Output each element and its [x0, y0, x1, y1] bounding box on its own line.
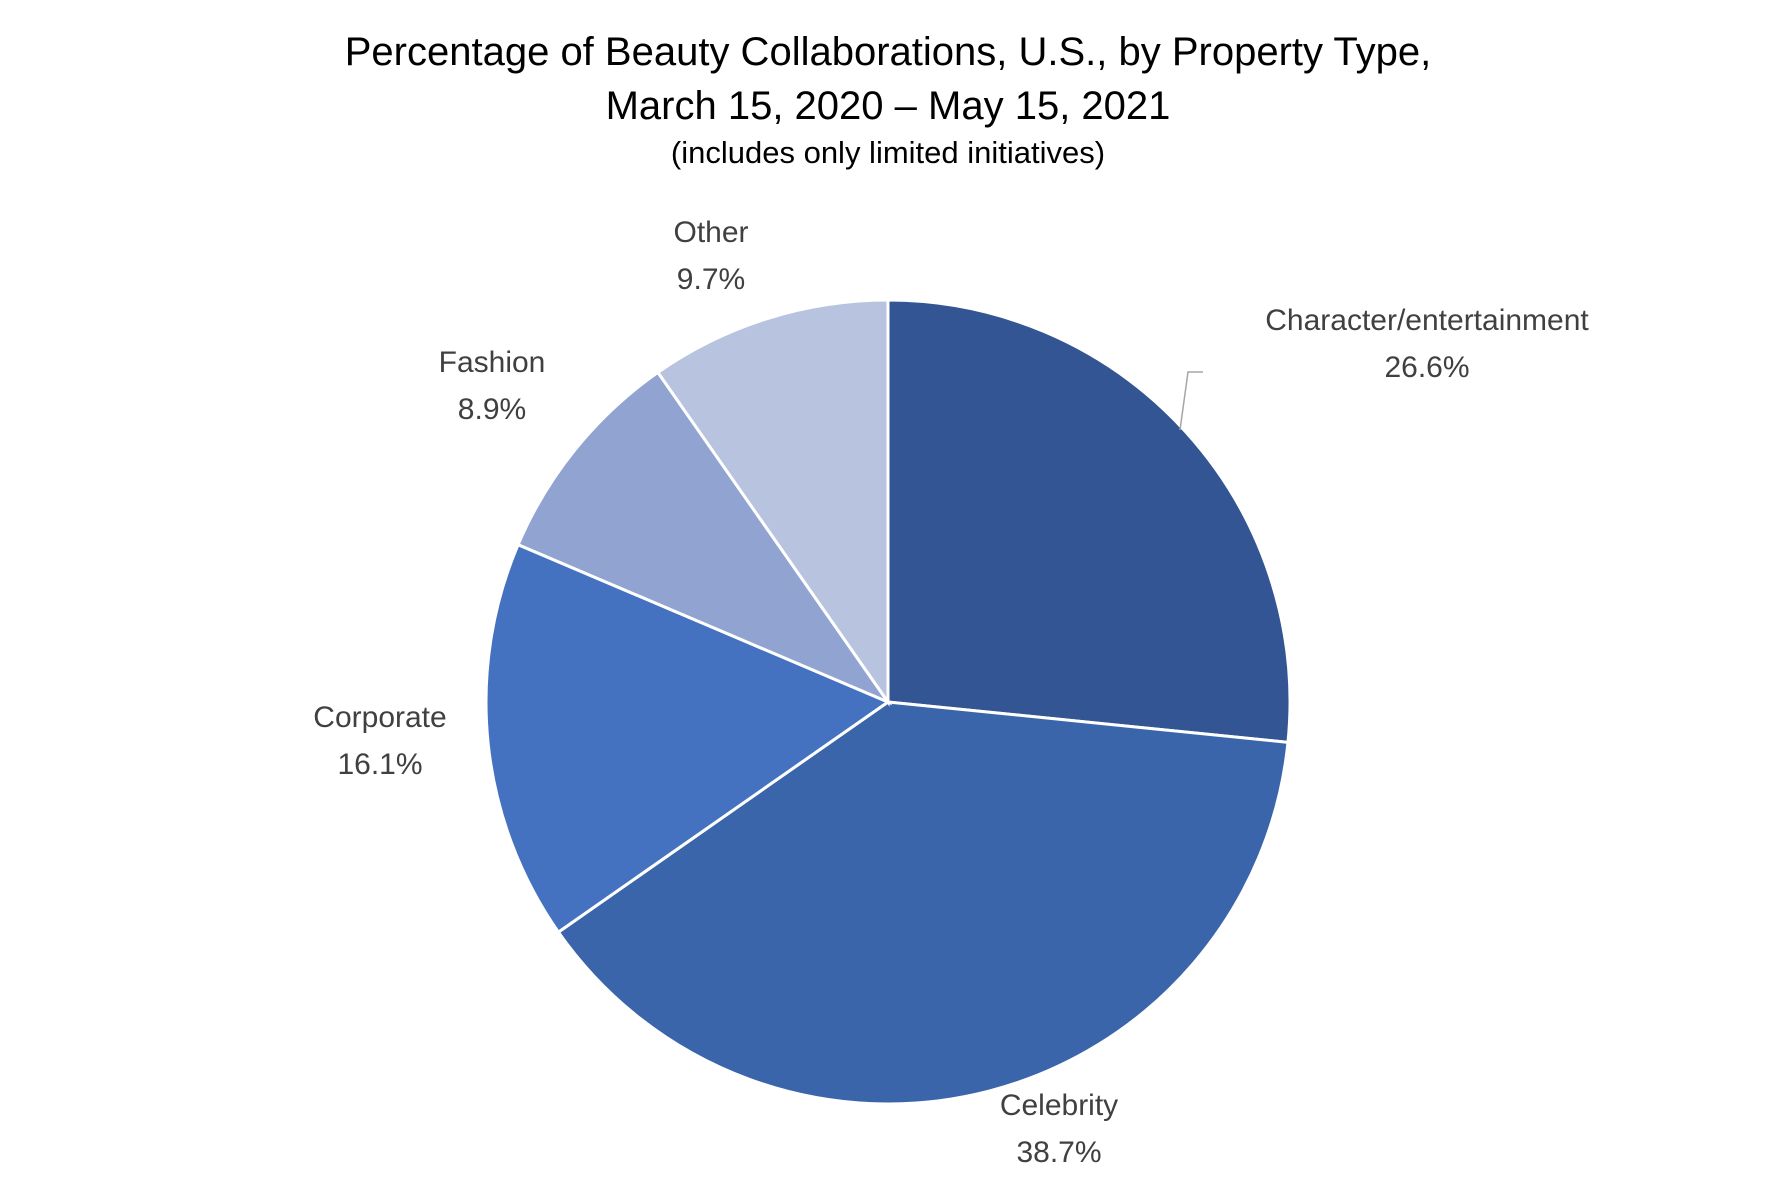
pie-slice-corporate [484, 542, 892, 935]
chart-title-line-1: Percentage of Beauty Collaborations, U.S… [344, 30, 1432, 74]
slice-label-value: 8.9% [458, 393, 526, 426]
pie-slices [484, 298, 1292, 1106]
slice-label-name: Character/entertainment [1265, 304, 1589, 337]
pie-slice-other [655, 298, 890, 707]
leader-lines [1179, 371, 1203, 431]
chart-title-line-2: March 15, 2020 – May 15, 2021 [605, 84, 1171, 128]
slice-label-value: 9.7% [677, 263, 745, 296]
pie-slice-celebrity [556, 700, 1290, 1106]
slice-label-name: Celebrity [1000, 1089, 1118, 1122]
slice-label-value: 26.6% [1384, 351, 1469, 384]
slice-labels: Character/entertainment 26.6% Celebrity 38.… [313, 216, 1589, 1169]
slice-label-name: Other [673, 216, 748, 249]
leader-line [1179, 371, 1203, 431]
slice-label-name: Corporate [313, 701, 446, 734]
pie-slice-fashion [516, 370, 893, 706]
slice-label-value: 16.1% [337, 748, 422, 781]
slice-label-value: 38.7% [1016, 1136, 1101, 1169]
slice-label-name: Fashion [439, 346, 546, 379]
chart-subtitle: (includes only limited initiatives) [670, 135, 1106, 170]
pie-slice-character-entertainment [886, 298, 1292, 744]
